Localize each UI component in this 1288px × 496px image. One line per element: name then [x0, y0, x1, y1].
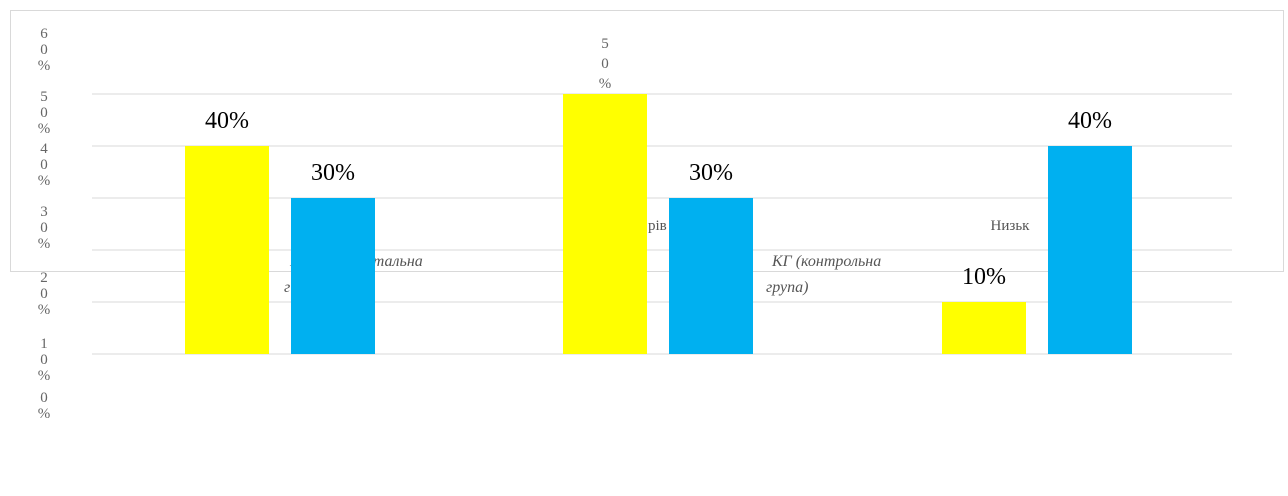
legend-entry-line2: група) — [766, 279, 808, 296]
bar — [291, 198, 375, 354]
bar — [942, 302, 1026, 354]
data-label: 40% — [1068, 108, 1112, 134]
y-tick-label: 5 0% — [38, 89, 51, 137]
y-tick-label: 1 0% — [38, 336, 51, 384]
y-tick-label: 0% — [38, 390, 51, 422]
data-label: 30% — [689, 160, 733, 186]
y-tick-label: 4 0% — [38, 141, 51, 189]
data-label: 10% — [962, 264, 1006, 290]
data-label: 40% — [205, 108, 249, 134]
y-tick-label: 2 0% — [38, 270, 51, 318]
bar — [1048, 146, 1132, 354]
data-label: 5 0% — [599, 36, 612, 92]
bar — [185, 146, 269, 354]
legend-entry-line2: г — [284, 279, 290, 296]
bar — [563, 94, 647, 354]
legend-entry: КГ (контрольна — [771, 253, 881, 270]
data-label: 30% — [311, 160, 355, 186]
y-tick-label: 3 0% — [38, 204, 51, 252]
y-tick-label: 6 0% — [38, 26, 51, 74]
bar — [669, 198, 753, 354]
category-label: Низьк — [991, 218, 1031, 234]
